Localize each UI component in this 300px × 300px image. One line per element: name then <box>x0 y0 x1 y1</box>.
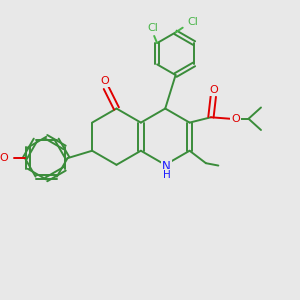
Text: H: H <box>163 170 171 180</box>
Text: O: O <box>209 85 218 95</box>
Text: O: O <box>100 76 109 86</box>
Text: N: N <box>162 160 171 173</box>
Text: Cl: Cl <box>147 23 158 33</box>
Text: Cl: Cl <box>187 17 198 27</box>
Text: O: O <box>0 153 8 163</box>
Text: O: O <box>231 114 240 124</box>
